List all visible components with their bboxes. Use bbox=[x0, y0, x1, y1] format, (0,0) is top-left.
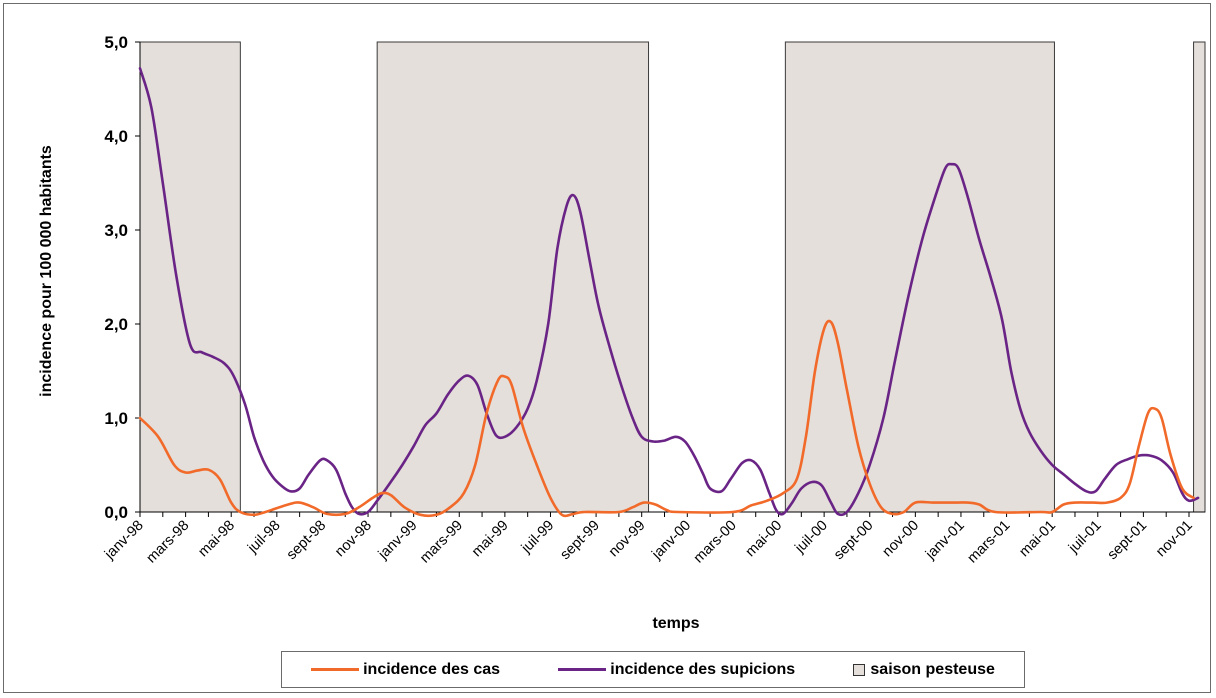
x-tick-label: mai-00 bbox=[743, 518, 786, 561]
x-tick-label: nov-00 bbox=[880, 518, 923, 561]
x-tick-label: sept-01 bbox=[1105, 518, 1151, 564]
y-tick-label: 0,0 bbox=[104, 503, 128, 522]
x-tick-label: mai-98 bbox=[195, 518, 238, 561]
x-tick-label: mars-01 bbox=[964, 518, 1013, 567]
series-line-cas bbox=[138, 319, 1195, 518]
legend-swatch-supicions bbox=[558, 668, 607, 671]
legend-item-supicions: incidence des supicions bbox=[558, 661, 795, 679]
x-tick-label: nov-01 bbox=[1153, 518, 1196, 561]
y-tick-label: 3,0 bbox=[104, 221, 128, 240]
x-tick-label: sept-99 bbox=[557, 518, 603, 564]
x-tick-label: juil-98 bbox=[244, 518, 283, 557]
series-line-supicions bbox=[138, 67, 1200, 517]
x-tick-label: juil-00 bbox=[792, 518, 831, 557]
x-tick-label: janv-98 bbox=[101, 518, 147, 564]
x-tick-label: mars-00 bbox=[691, 518, 740, 567]
y-axis-title: incidence pour 100 000 habitants bbox=[38, 145, 55, 397]
x-axis-title: temps bbox=[652, 615, 699, 632]
series-lines bbox=[138, 67, 1200, 518]
legend-label-cas: incidence des cas bbox=[363, 660, 501, 678]
y-tick-label: 2,0 bbox=[104, 315, 128, 334]
x-tick-label: mars-98 bbox=[144, 518, 193, 567]
y-tick-label: 5,0 bbox=[104, 33, 128, 52]
x-tick-label: mars-99 bbox=[417, 518, 466, 567]
x-tick-label: nov-98 bbox=[332, 518, 375, 561]
x-tick-label: juil-99 bbox=[518, 518, 557, 557]
legend-swatch-saison bbox=[853, 663, 866, 676]
x-tick-label: janv-00 bbox=[648, 518, 694, 564]
x-tick-label: janv-99 bbox=[375, 518, 421, 564]
x-tick-label: nov-99 bbox=[606, 518, 649, 561]
saison-region-2 bbox=[376, 41, 650, 513]
x-tick-label: mai-01 bbox=[1016, 518, 1059, 561]
x-tick-label: sept-98 bbox=[284, 518, 330, 564]
legend-swatch-cas bbox=[311, 668, 360, 671]
x-tick-label: janv-01 bbox=[922, 518, 968, 564]
legend-item-cas: incidence des cas bbox=[311, 661, 500, 679]
y-tick-label: 4,0 bbox=[104, 127, 128, 146]
shaded-regions bbox=[139, 41, 1206, 513]
saison-region-1 bbox=[139, 41, 241, 513]
legend-label-saison: saison pesteuse bbox=[870, 660, 995, 678]
saison-region-3 bbox=[784, 41, 1055, 513]
x-tick-label: sept-00 bbox=[831, 518, 877, 564]
legend-item-saison: saison pesteuse bbox=[853, 661, 995, 679]
legend: incidence des cas incidence des supicion… bbox=[281, 651, 1025, 688]
legend-label-supicions: incidence des supicions bbox=[610, 660, 796, 678]
x-tick-label: juil-01 bbox=[1065, 518, 1104, 557]
y-tick-label: 1,0 bbox=[104, 409, 128, 428]
x-tick-label: mai-99 bbox=[469, 518, 512, 561]
saison-region-4 bbox=[1193, 41, 1206, 513]
